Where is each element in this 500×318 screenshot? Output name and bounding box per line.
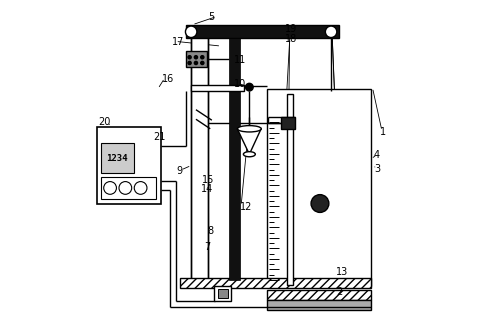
Bar [268, 300, 371, 310]
Text: 21: 21 [153, 132, 166, 142]
Bar [218, 289, 228, 298]
Bar [186, 51, 208, 67]
Text: 12: 12 [240, 202, 252, 212]
Circle shape [200, 56, 204, 59]
Text: 10: 10 [234, 79, 245, 89]
Bar [186, 25, 339, 38]
Bar [281, 117, 295, 129]
Text: 8: 8 [207, 225, 213, 236]
Text: 5: 5 [208, 11, 215, 22]
Bar [100, 177, 156, 199]
Circle shape [326, 26, 337, 38]
Text: 1234: 1234 [106, 154, 128, 163]
Text: 18: 18 [285, 34, 297, 44]
Ellipse shape [244, 152, 256, 157]
Text: 1: 1 [380, 127, 386, 137]
Circle shape [194, 61, 198, 65]
Text: 17: 17 [172, 37, 184, 47]
Circle shape [188, 56, 191, 59]
Text: 16: 16 [162, 74, 174, 84]
Text: 20: 20 [98, 117, 110, 128]
Circle shape [246, 83, 253, 91]
Bar [268, 290, 371, 300]
Bar [230, 38, 240, 280]
Text: 2: 2 [336, 287, 342, 297]
Circle shape [134, 182, 147, 194]
Circle shape [200, 61, 204, 65]
Circle shape [311, 195, 329, 212]
Bar [100, 143, 134, 173]
Bar [98, 127, 161, 204]
Text: 15: 15 [202, 175, 214, 185]
Text: 13: 13 [336, 267, 348, 277]
Polygon shape [238, 129, 261, 154]
Bar [214, 286, 231, 301]
Bar [191, 37, 208, 280]
Circle shape [194, 56, 198, 59]
Text: 19: 19 [285, 24, 297, 34]
Bar [180, 278, 371, 288]
Text: 11: 11 [234, 55, 245, 66]
Bar [268, 89, 371, 286]
Bar [286, 94, 293, 285]
Bar [269, 126, 370, 285]
Text: 3: 3 [374, 164, 380, 174]
Ellipse shape [238, 126, 262, 132]
Text: 7: 7 [204, 242, 210, 252]
Text: 9: 9 [177, 166, 183, 176]
Text: 4: 4 [374, 150, 380, 160]
Circle shape [119, 182, 132, 194]
Circle shape [104, 182, 117, 194]
Circle shape [188, 61, 191, 65]
Bar [191, 85, 244, 91]
Text: 14: 14 [200, 184, 213, 194]
Circle shape [186, 26, 197, 38]
